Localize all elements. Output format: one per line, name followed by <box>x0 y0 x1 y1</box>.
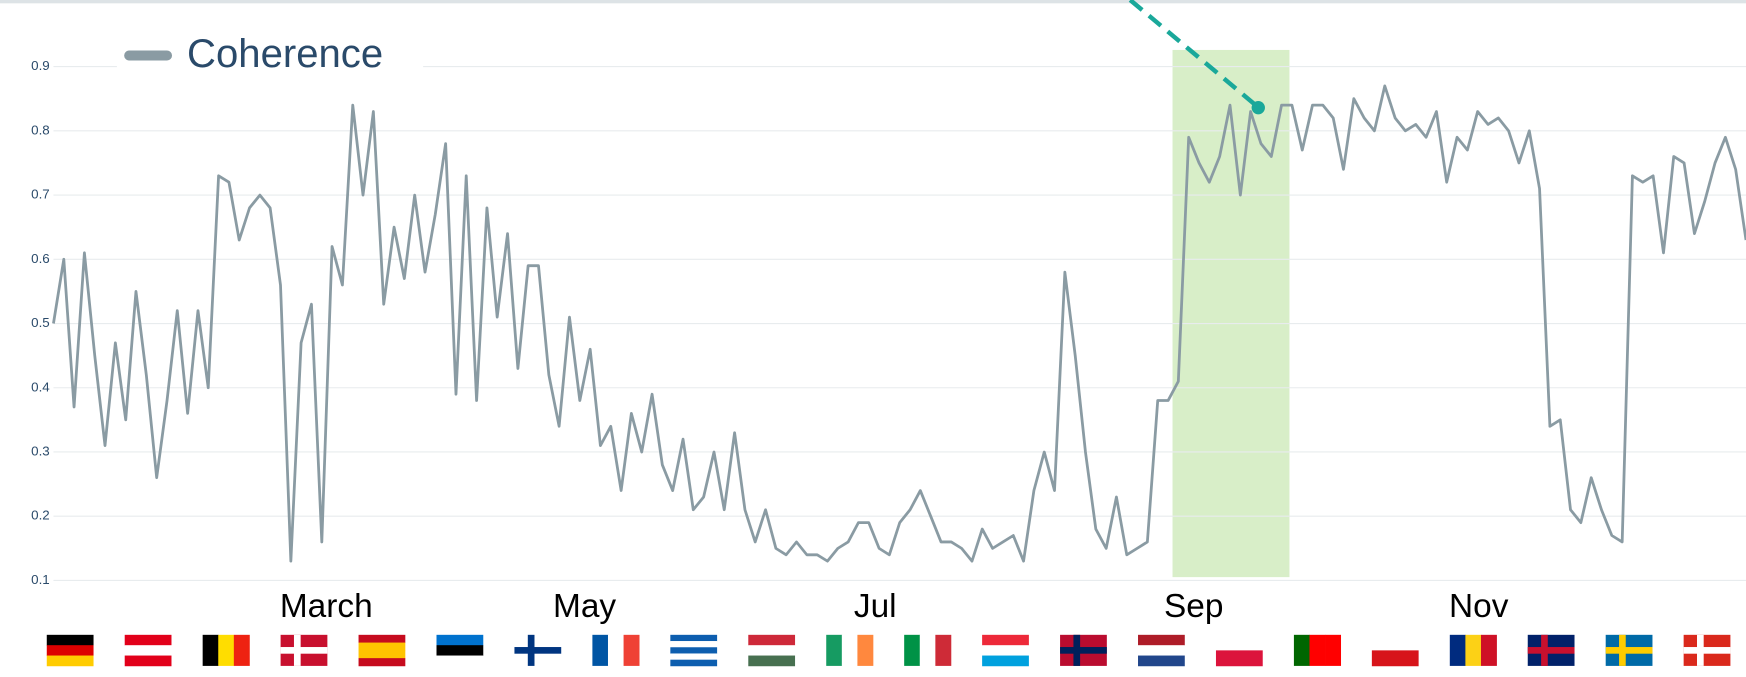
x-label: Nov <box>1449 588 1509 625</box>
flag <box>748 645 796 656</box>
flag <box>935 634 952 666</box>
flag <box>857 634 874 666</box>
flag <box>46 634 94 646</box>
flag <box>514 647 562 654</box>
flag <box>46 645 94 656</box>
flag <box>233 634 250 666</box>
y-tick-label: 0.4 <box>31 379 50 394</box>
flag <box>748 655 796 667</box>
flag <box>982 634 1029 646</box>
flag <box>1371 634 1419 651</box>
x-label: Sep <box>1164 588 1223 625</box>
flag <box>1138 655 1185 667</box>
flag <box>358 658 406 667</box>
flag <box>1293 634 1310 666</box>
flag <box>1215 650 1263 667</box>
flag <box>436 634 484 646</box>
flag <box>1309 634 1326 666</box>
flag <box>670 647 718 654</box>
flag <box>1138 634 1185 646</box>
flag <box>1480 634 1497 666</box>
flag <box>826 634 843 666</box>
flag <box>124 634 172 646</box>
flag <box>1605 647 1653 654</box>
y-tick-label: 0.6 <box>31 251 50 266</box>
flag <box>358 650 406 659</box>
flag <box>1449 634 1466 666</box>
annotation-arrow <box>1128 0 1258 108</box>
flag <box>1527 647 1575 654</box>
top-border <box>0 0 1746 4</box>
x-label: Jul <box>854 588 897 625</box>
flag <box>982 645 1029 656</box>
flag <box>280 647 328 654</box>
flag <box>436 645 484 656</box>
y-tick-label: 0.3 <box>31 444 50 459</box>
y-tick-label: 0.9 <box>31 58 50 73</box>
flag <box>670 641 718 648</box>
flag <box>1325 634 1342 666</box>
flag <box>982 655 1029 667</box>
x-label: March <box>280 588 373 625</box>
flag <box>436 655 484 667</box>
flag <box>358 642 406 651</box>
flag <box>670 634 718 642</box>
flag <box>670 659 718 667</box>
flag <box>841 634 858 666</box>
flag <box>358 634 406 643</box>
flag <box>218 634 235 666</box>
y-tick-label: 0.1 <box>31 572 50 587</box>
flag <box>46 655 94 667</box>
legend-label: Coherence <box>187 32 383 76</box>
flag <box>623 634 640 666</box>
flag <box>748 634 796 646</box>
flag <box>1683 647 1731 654</box>
flag <box>202 634 219 666</box>
flag <box>1060 647 1107 654</box>
flag <box>124 645 172 656</box>
flag <box>124 655 172 667</box>
y-tick-label: 0.7 <box>31 187 50 202</box>
x-label: May <box>553 588 616 625</box>
flag <box>1215 634 1263 651</box>
annotation-dot <box>1251 100 1265 115</box>
highlight-band <box>1172 49 1290 578</box>
flag <box>670 653 718 661</box>
flag <box>1371 650 1419 667</box>
y-tick-label: 0.2 <box>31 508 50 523</box>
flag <box>592 634 609 666</box>
flag <box>1465 634 1482 666</box>
flag <box>1138 645 1185 656</box>
flag <box>904 634 921 666</box>
y-tick-label: 0.5 <box>31 315 50 330</box>
flag <box>919 634 936 666</box>
data-line <box>52 84 1746 563</box>
flag <box>607 634 624 666</box>
y-tick-label: 0.8 <box>31 122 50 137</box>
